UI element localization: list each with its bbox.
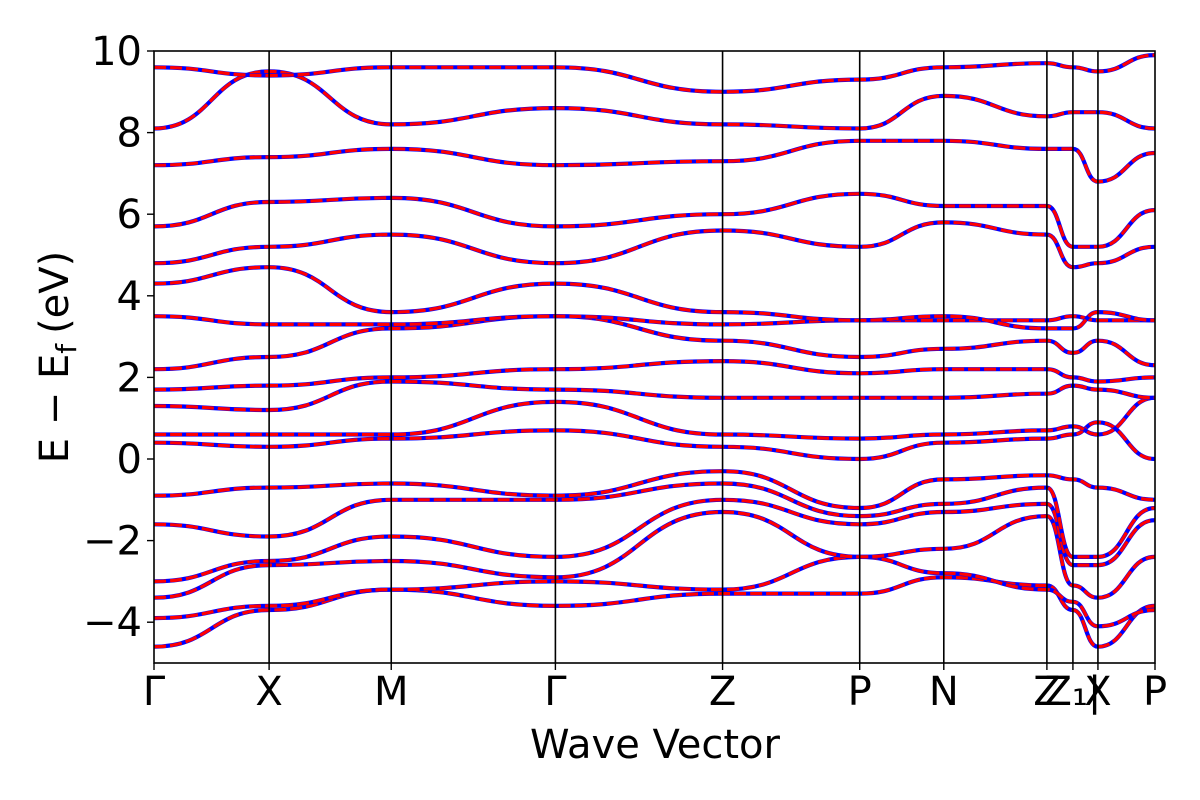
band-line-16 <box>154 69 1155 131</box>
y-tick-label-6: −2 <box>83 519 142 565</box>
y-tick-label-7: −4 <box>83 600 142 646</box>
x-axis-ticks: Γ X M Γ Z P N ZZ₁|X P <box>143 663 1167 715</box>
x-tick-label-5: P <box>848 669 872 715</box>
y-axis-label-main: E − E <box>32 354 78 464</box>
band-line-9 <box>154 359 1155 392</box>
x-tick-label-0: Γ <box>143 669 166 715</box>
y-axis-label-unit: (eV) <box>32 251 78 334</box>
x-tick-label-2: M <box>374 669 409 715</box>
y-axis-label-sub: f <box>50 343 83 354</box>
kpoint-divider-lines <box>268 51 1099 663</box>
y-tick-label-2: 6 <box>117 192 142 238</box>
y-tick-label-0: 10 <box>91 29 142 75</box>
y-axis-label: E − Ef (eV) <box>32 251 83 464</box>
y-axis-ticks: 10 8 6 4 2 0 −2 −4 <box>83 29 154 646</box>
x-tick-label-7: Z <box>1033 669 1060 715</box>
band-line-11 <box>154 314 1155 327</box>
band-line-6 <box>154 420 1155 461</box>
x-tick-label-9: X <box>1084 669 1111 715</box>
x-tick-label-6: N <box>929 669 959 715</box>
y-tick-label-4: 2 <box>117 355 142 401</box>
plot-frame <box>153 50 1156 664</box>
y-tick-label-3: 4 <box>117 274 142 320</box>
band-line-8 <box>154 379 1155 412</box>
x-tick-label-4: Z <box>709 669 736 715</box>
band-line-17 <box>154 53 1155 94</box>
y-tick-label-1: 8 <box>117 111 142 157</box>
x-axis-label: Wave Vector <box>530 722 781 768</box>
y-tick-label-5: 0 <box>117 437 142 483</box>
x-tick-label-10: P <box>1143 669 1167 715</box>
x-tick-label-1: X <box>255 669 282 715</box>
x-tick-label-3: Γ <box>544 669 567 715</box>
x-tick-label-8: Z₁| <box>1044 669 1101 715</box>
